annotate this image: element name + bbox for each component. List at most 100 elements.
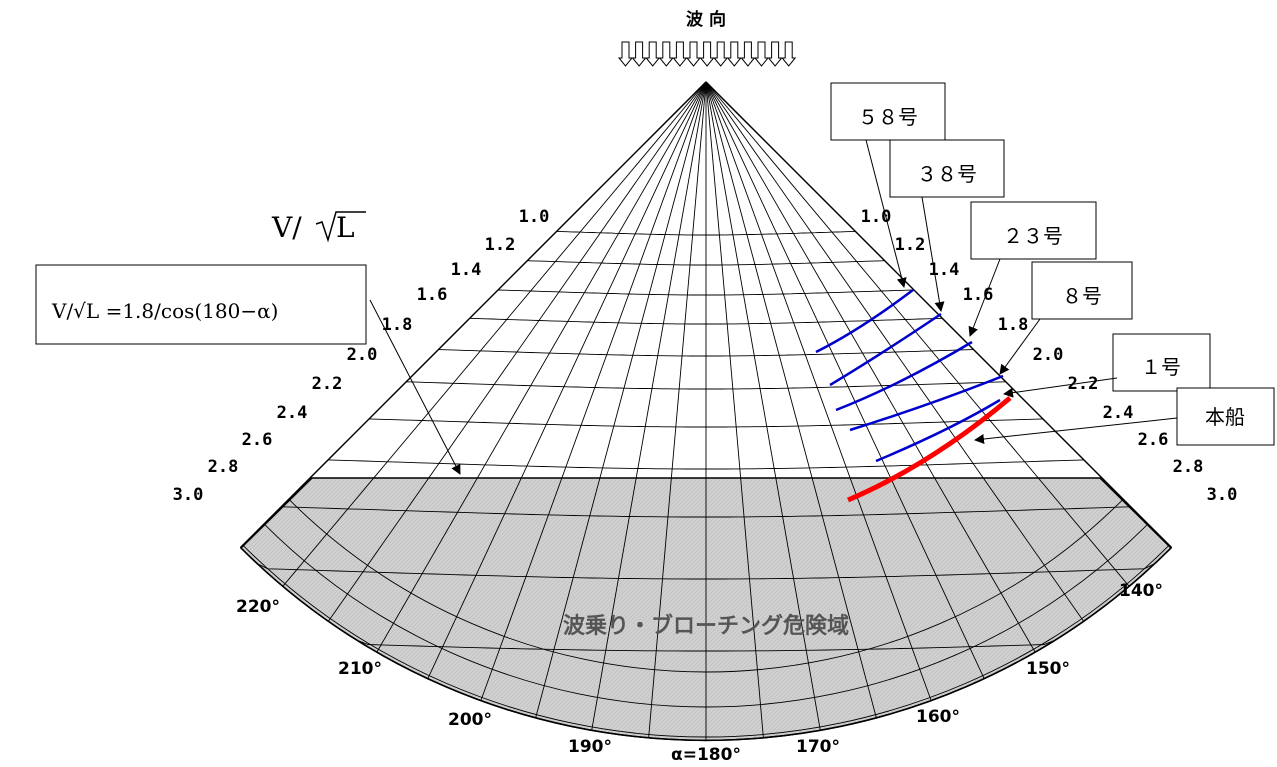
ship-callout-label: ５８号 <box>858 105 918 129</box>
radial-line <box>282 81 707 587</box>
axis-title-text: V/ <box>271 211 302 244</box>
radial-line <box>591 81 707 731</box>
polar-grid <box>239 81 1173 741</box>
formula-box: V/√L =1.8/cos(180−α) <box>35 264 367 345</box>
speed-tick-left: 2.4 <box>277 403 308 423</box>
radial-line <box>705 81 877 719</box>
ship-callout: ５８号 <box>830 82 946 288</box>
speed-tick-left: 1.8 <box>382 315 413 335</box>
speed-tick-left: 1.6 <box>417 285 448 305</box>
speed-curve <box>240 547 1172 652</box>
ship-callout: 本船 <box>974 387 1275 446</box>
radial-line <box>705 81 1036 653</box>
speed-tick-left: 2.6 <box>242 430 273 450</box>
radial-line <box>705 81 932 701</box>
wave-arrow-icon <box>631 41 647 67</box>
speed-tick-right: 1.6 <box>963 285 994 305</box>
radial-line <box>705 81 764 738</box>
wave-arrow-icon <box>699 41 715 67</box>
angle-tick: 160° <box>916 707 960 727</box>
outer-arc <box>288 498 1124 673</box>
speed-tick-left: 1.0 <box>519 207 550 227</box>
wave-arrow-icon <box>726 41 742 67</box>
axis-title: V/ L <box>271 211 366 244</box>
speed-tick-left: 2.8 <box>208 457 239 477</box>
speed-curve <box>369 418 1043 428</box>
radial-line <box>535 81 707 719</box>
speed-tick-left: 1.4 <box>451 260 482 280</box>
speed-tick-right: 1.2 <box>895 235 926 255</box>
wave-arrow-icon <box>658 41 674 67</box>
radial-line <box>480 81 707 701</box>
wave-direction-label: 波 向 <box>686 9 726 30</box>
speed-tick-left: 3.0 <box>173 485 204 505</box>
wave-arrow-icon <box>753 41 770 67</box>
ship-curve <box>835 340 973 412</box>
outer-arc <box>242 544 1170 738</box>
formula-text: V/√L =1.8/cos(180−α) <box>51 299 278 323</box>
speed-curve <box>556 230 856 236</box>
ship-curve <box>849 374 1004 432</box>
wave-arrow-icon <box>740 41 756 67</box>
ship-callout-label: １号 <box>1141 355 1181 379</box>
speed-tick-right: 3.0 <box>1207 485 1238 505</box>
ship-callout: １号 <box>1003 333 1211 398</box>
speed-tick-right: 1.0 <box>861 207 892 227</box>
speed-tick-right: 2.2 <box>1068 374 1099 394</box>
speed-tick-right: 1.8 <box>998 315 1029 335</box>
fan-edge-left <box>240 81 707 548</box>
radial-line <box>427 81 707 679</box>
ship-curve <box>815 289 914 354</box>
radial-line <box>376 81 707 653</box>
angle-tick: 170° <box>796 737 840 757</box>
speed-tick-right: 1.4 <box>929 260 960 280</box>
axis-title-L: L <box>336 211 355 244</box>
outer-rim <box>239 546 1173 741</box>
ship-callout: ２３号 <box>968 201 1097 337</box>
ship-callout-label: 本船 <box>1205 405 1245 429</box>
ship-callout-label: ８号 <box>1062 284 1102 308</box>
radial-line <box>705 81 821 731</box>
ship-callout: ８号 <box>999 261 1133 375</box>
angle-tick: 190° <box>568 737 612 757</box>
wave-arrow-icon <box>685 41 702 67</box>
wave-arrow-icon <box>767 41 783 67</box>
angle-tick: α=180° <box>671 745 741 765</box>
speed-curve <box>281 506 1131 518</box>
angle-tick: 220° <box>236 597 280 617</box>
tick-labels: 1.0 1.01.2 1.21.4 1.41.6 1.61.8 1.82.0 2.02.2 2… <box>173 207 1238 765</box>
sqrt-symbol <box>315 211 366 243</box>
speed-tick-right: 2.8 <box>1173 457 1204 477</box>
wave-arrow-icon <box>781 41 797 67</box>
radial-line <box>705 81 985 679</box>
angle-tick: 140° <box>1119 581 1163 601</box>
wave-arrow-icon <box>617 41 634 67</box>
speed-curve <box>497 289 915 296</box>
angle-tick: 210° <box>338 659 382 679</box>
ship-curve <box>829 312 942 387</box>
speed-tick-right: 2.0 <box>1033 345 1064 365</box>
ship-callout-label: ３８号 <box>917 162 977 186</box>
speed-tick-right: 2.4 <box>1103 403 1134 423</box>
wave-arrow-icon <box>713 41 729 67</box>
ship-curves <box>815 289 1012 503</box>
own-ship-curve <box>847 396 1012 503</box>
angle-tick: 200° <box>448 710 492 730</box>
radial-line <box>648 81 707 738</box>
speed-tick-left: 1.2 <box>485 235 516 255</box>
formula-arrow <box>369 299 461 475</box>
wave-arrow-icon <box>672 41 688 67</box>
outer-arc <box>263 523 1149 708</box>
ship-callout: ３８号 <box>889 139 1005 312</box>
speed-tick-left: 2.2 <box>312 374 343 394</box>
speed-curve <box>406 381 1006 390</box>
speed-tick-right: 2.6 <box>1138 430 1169 450</box>
radial-line <box>705 81 1130 587</box>
speed-tick-left: 2.0 <box>347 345 378 365</box>
wave-direction-arrows <box>617 41 797 67</box>
speed-curve <box>328 459 1084 470</box>
speed-curve <box>527 260 885 266</box>
danger-region-label: 波乗り・ブローチング危険域 <box>563 613 849 639</box>
